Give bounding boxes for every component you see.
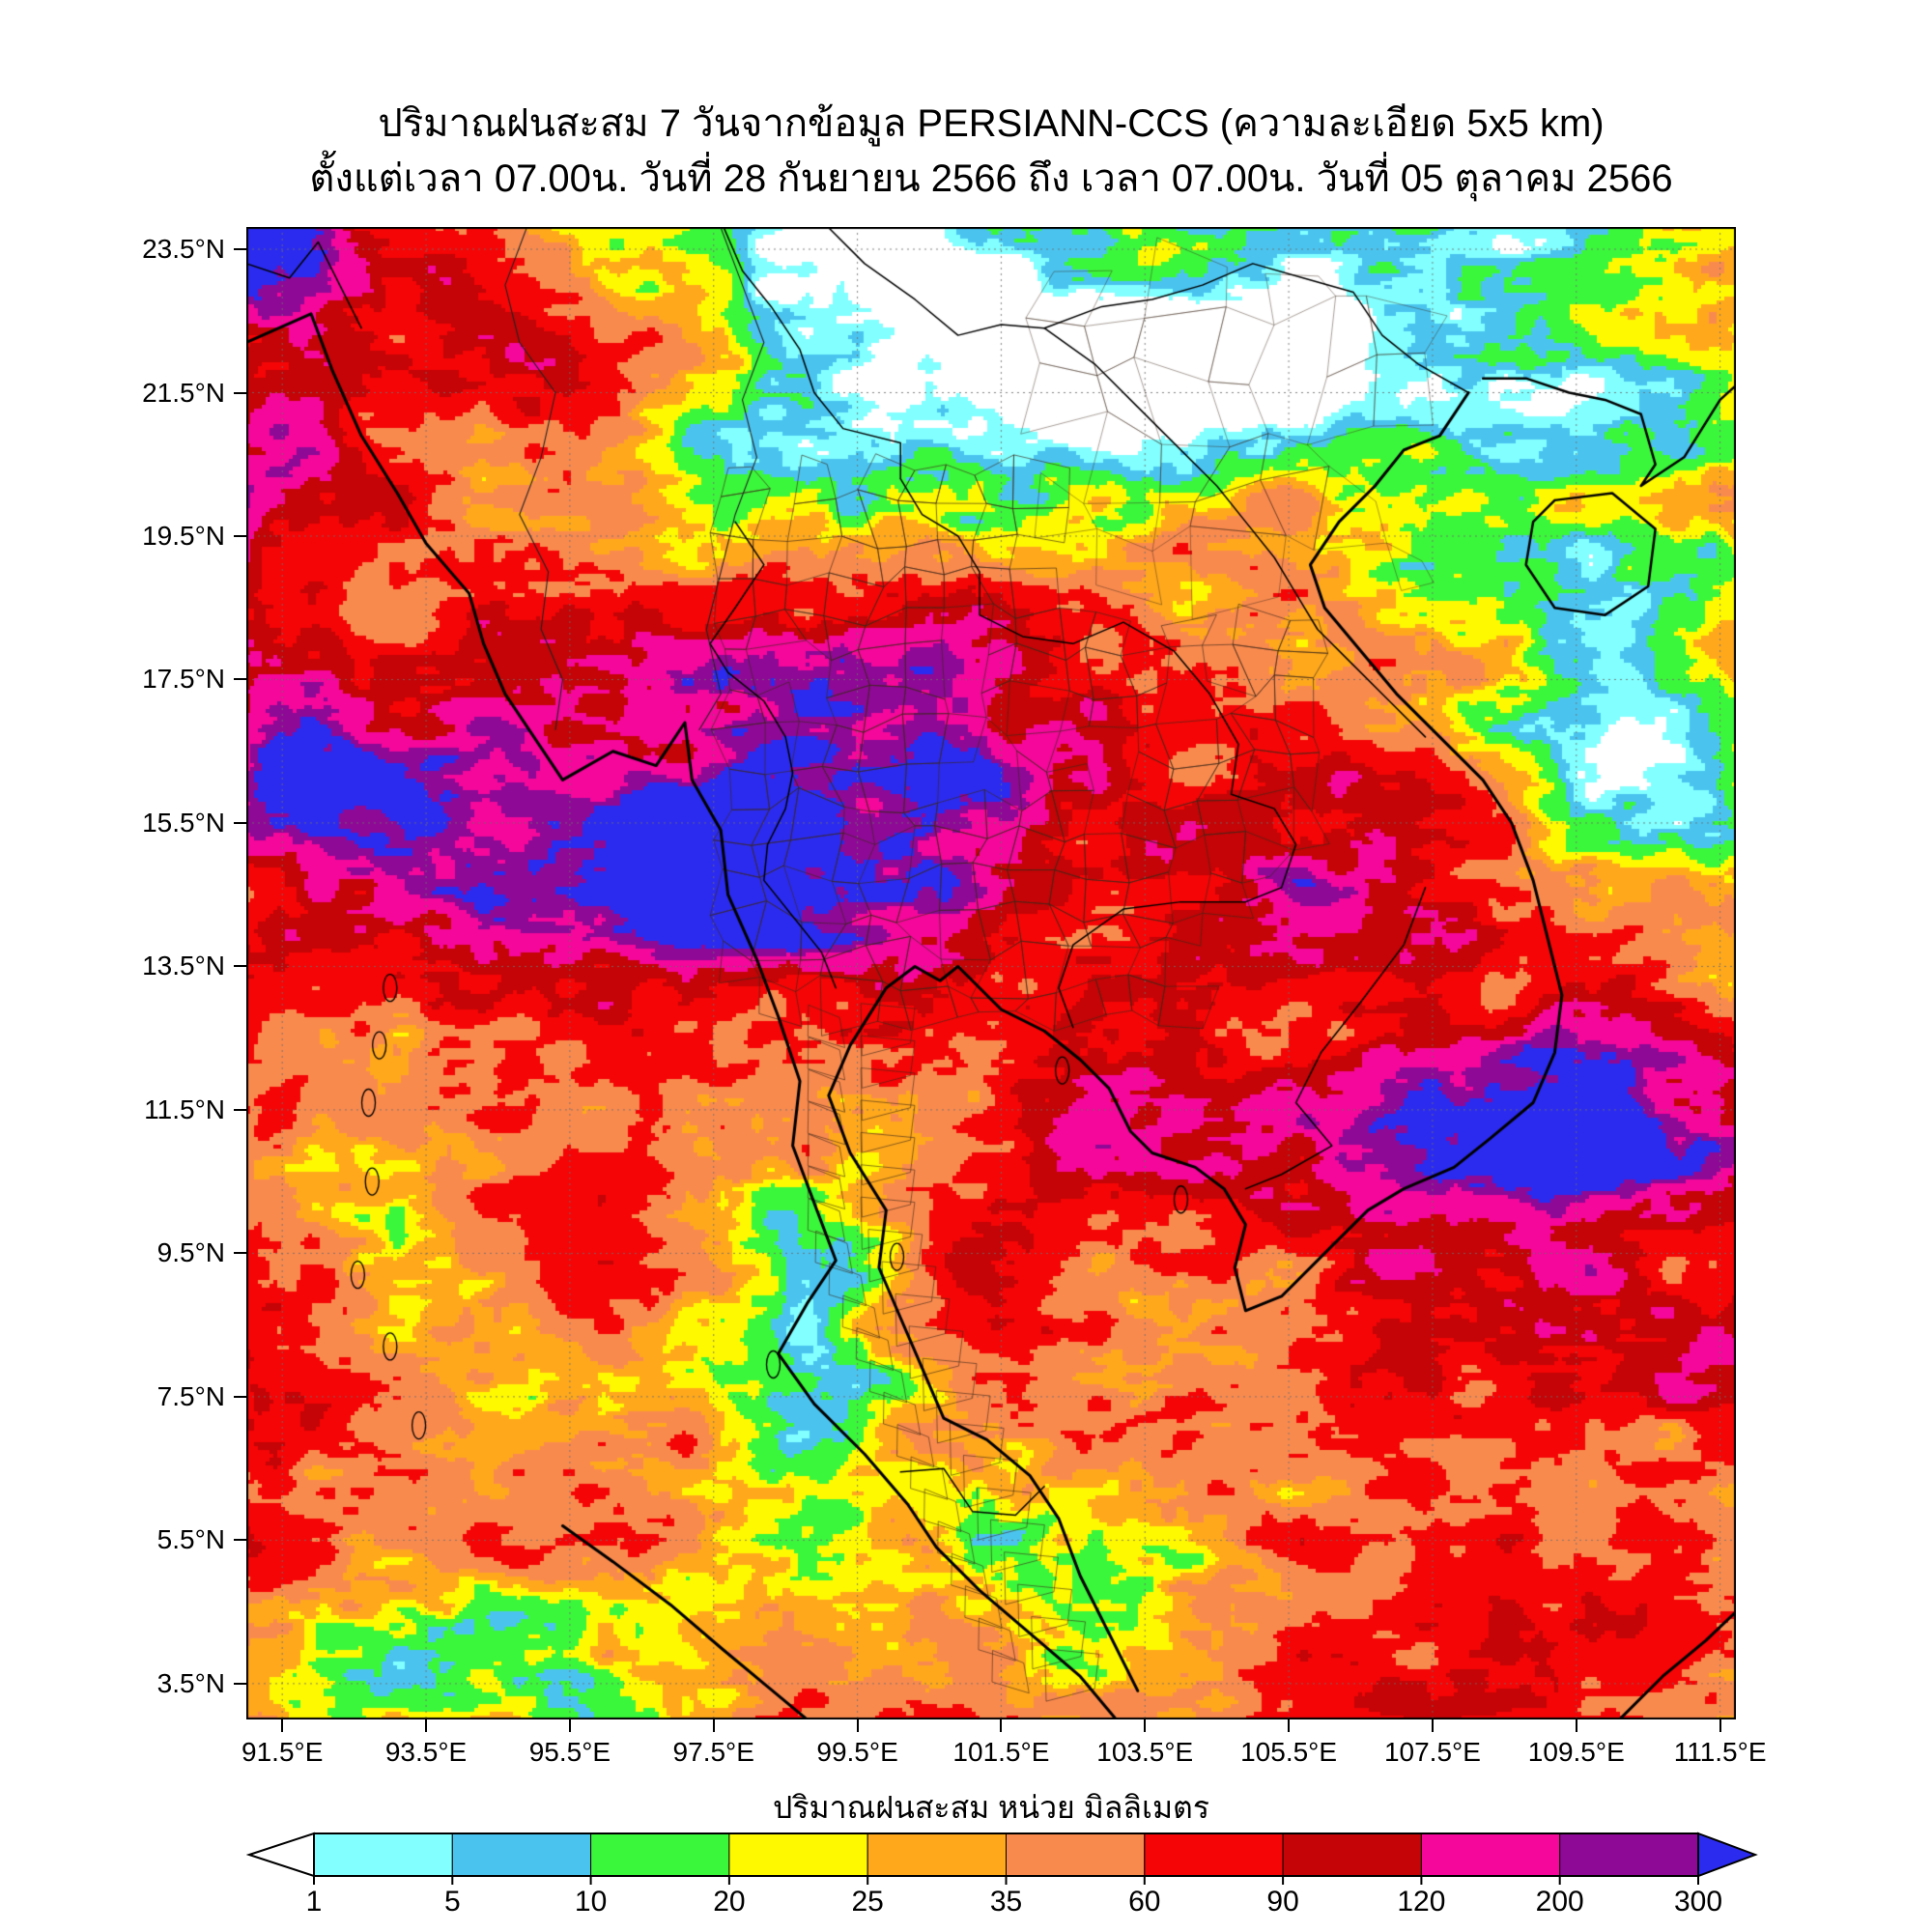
x-tick (568, 1719, 571, 1732)
x-tick (1000, 1719, 1003, 1732)
x-tick (1288, 1719, 1291, 1732)
x-tick-label: 93.5°E (384, 1737, 468, 1767)
x-tick-label: 111.5°E (1673, 1737, 1767, 1767)
colorbar-tick-label: 90 (1266, 1886, 1299, 1918)
colorbar-under-arrow (246, 1832, 315, 1878)
x-tick-label: 105.5°E (1240, 1737, 1338, 1767)
x-tick (1431, 1719, 1434, 1732)
colorbar-tick-label: 35 (989, 1886, 1023, 1918)
y-tick-label: 9.5°N (156, 1237, 225, 1268)
y-tick-label: 3.5°N (156, 1667, 225, 1698)
y-tick-label: 13.5°N (142, 951, 225, 981)
rainfall-heatmap-canvas (246, 227, 1736, 1719)
figure-subtitle: ตั้งแต่เวลา 07.00น. วันที่ 28 กันยายน 25… (309, 157, 1673, 200)
y-tick-label: 19.5°N (142, 520, 225, 551)
y-tick (234, 534, 246, 537)
colorbar-segment (1144, 1833, 1284, 1877)
colorbar-segment (867, 1833, 1008, 1877)
colorbar-segment (590, 1833, 730, 1877)
colorbar-segment (1006, 1833, 1146, 1877)
x-tick (1719, 1719, 1721, 1732)
y-tick (234, 1252, 246, 1255)
y-tick (234, 248, 246, 250)
y-tick-label: 11.5°N (144, 1094, 225, 1124)
y-tick (234, 1108, 246, 1111)
colorbar-tick-label: 300 (1673, 1886, 1723, 1918)
y-tick-label: 15.5°N (142, 807, 225, 838)
colorbar-tick-label: 20 (713, 1886, 746, 1918)
y-tick (234, 1539, 246, 1542)
colorbar-tick-label: 5 (443, 1886, 461, 1918)
x-tick-label: 109.5°E (1527, 1737, 1625, 1767)
colorbar-over-arrow (1697, 1832, 1758, 1878)
x-tick (425, 1719, 428, 1732)
figure-title: ปริมาณฝนสะสม 7 วันจากข้อมูล PERSIANN-CCS… (378, 102, 1605, 145)
y-tick-label: 21.5°N (142, 377, 225, 408)
colorbar-tick-label: 25 (851, 1886, 884, 1918)
colorbar-tick-label: 60 (1128, 1886, 1161, 1918)
x-tick-label: 103.5°E (1096, 1737, 1194, 1767)
colorbar-segment (313, 1833, 453, 1877)
y-tick (234, 678, 246, 681)
y-tick (234, 1395, 246, 1398)
x-tick-label: 99.5°E (816, 1737, 898, 1767)
x-tick (856, 1719, 859, 1732)
x-tick (1575, 1719, 1577, 1732)
y-tick-label: 23.5°N (142, 234, 225, 264)
colorbar-tick-label: 120 (1397, 1886, 1446, 1918)
y-tick (234, 965, 246, 968)
x-tick-label: 107.5°E (1383, 1737, 1481, 1767)
x-tick (1144, 1719, 1147, 1732)
y-tick-label: 5.5°N (156, 1524, 225, 1555)
x-tick-label: 91.5°E (242, 1737, 324, 1767)
y-tick-label: 7.5°N (156, 1380, 225, 1411)
x-tick-label: 95.5°E (528, 1737, 611, 1767)
y-tick-label: 17.5°N (142, 664, 225, 695)
x-tick (712, 1719, 715, 1732)
y-tick (234, 821, 246, 824)
y-tick (234, 391, 246, 394)
colorbar-segment (451, 1833, 592, 1877)
y-tick (234, 1682, 246, 1685)
colorbar-segment (1420, 1833, 1561, 1877)
colorbar-tick-label: 1 (305, 1886, 323, 1918)
colorbar (246, 1832, 1758, 1885)
colorbar-segment (728, 1833, 868, 1877)
colorbar-segment (1559, 1833, 1699, 1877)
x-tick (281, 1719, 284, 1732)
colorbar-tick-label: 10 (574, 1886, 608, 1918)
x-tick-label: 97.5°E (672, 1737, 754, 1767)
colorbar-tick-label: 200 (1535, 1886, 1584, 1918)
colorbar-title: ปริมาณฝนสะสม หน่วย มิลลิเมตร (773, 1790, 1209, 1825)
colorbar-segment (1282, 1833, 1422, 1877)
x-tick-label: 101.5°E (952, 1737, 1050, 1767)
